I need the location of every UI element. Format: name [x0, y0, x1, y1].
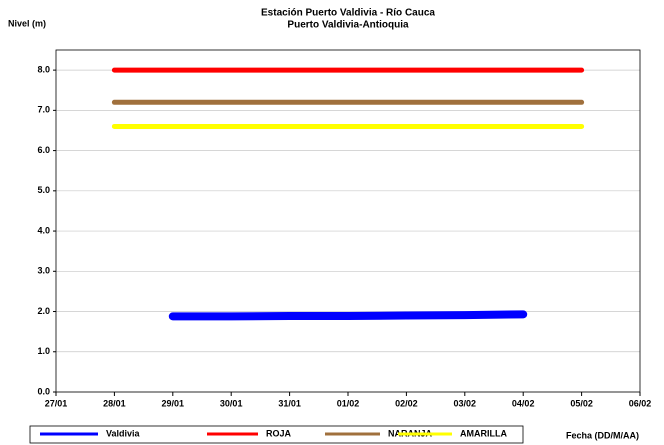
x-tick-label: 02/02 [395, 398, 418, 408]
legend-label: Valdivia [106, 428, 141, 438]
x-tick-label: 29/01 [162, 398, 185, 408]
y-axis-label: Nivel (m) [8, 18, 46, 28]
x-tick-label: 04/02 [512, 398, 535, 408]
y-tick-label: 7.0 [37, 105, 50, 115]
y-tick-label: 1.0 [37, 346, 50, 356]
legend-label: AMARILLA [460, 428, 507, 438]
legend-box [29, 425, 524, 444]
y-tick-label: 6.0 [37, 145, 50, 155]
legend-label: ROJA [266, 428, 292, 438]
y-tick-label: 8.0 [37, 64, 50, 74]
chart-subtitle: Puerto Valdivia-Antioquia [287, 20, 409, 31]
x-tick-label: 28/01 [103, 398, 126, 408]
y-tick-label: 5.0 [37, 185, 50, 195]
y-tick-label: 3.0 [37, 266, 50, 276]
chart-title: Estación Puerto Valdivia - Río Cauca [261, 8, 435, 19]
x-tick-label: 05/02 [570, 398, 593, 408]
x-tick-label: 01/02 [337, 398, 360, 408]
x-axis-label: Fecha (DD/M/AA) [566, 430, 639, 440]
x-tick-label: 31/01 [278, 398, 301, 408]
y-tick-label: 2.0 [37, 306, 50, 316]
x-tick-label: 30/01 [220, 398, 243, 408]
y-tick-label: 4.0 [37, 225, 50, 235]
x-tick-label: 06/02 [629, 398, 652, 408]
y-tick-label: 0.0 [37, 386, 50, 396]
series-line [168, 310, 528, 321]
x-tick-label: 27/01 [45, 398, 68, 408]
x-tick-label: 03/02 [454, 398, 477, 408]
